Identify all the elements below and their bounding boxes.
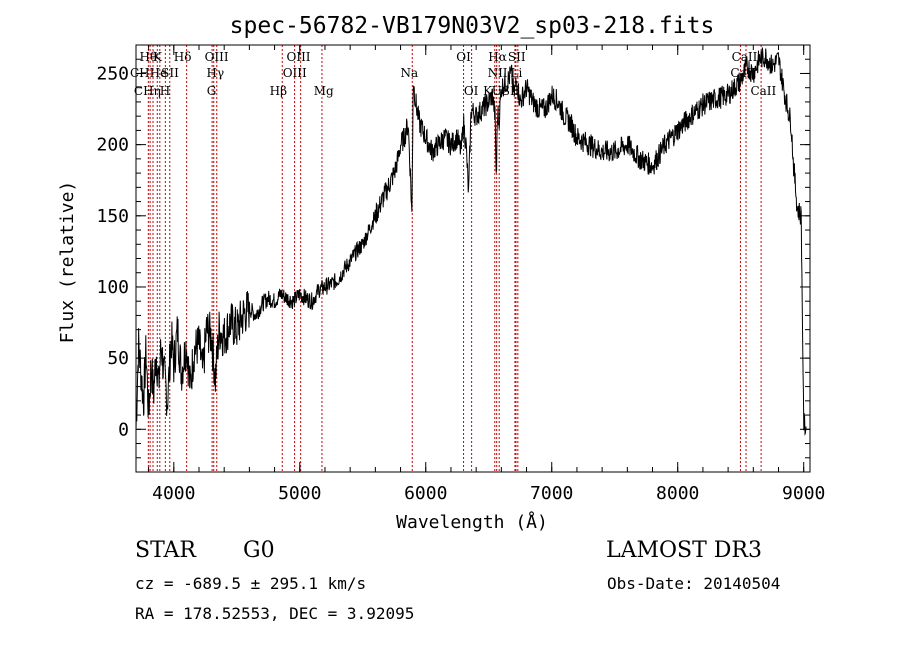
line-label: OIII	[205, 50, 229, 64]
x-tick-label: 6000	[404, 483, 447, 504]
object-class: STAR	[135, 538, 196, 563]
redshift-cz: cz = -689.5 ± 295.1 km/s	[135, 574, 367, 593]
line-label: K	[153, 50, 163, 64]
axis-ticks: 4000 5000 6000 7000 8000 9000 0 50 100 150 200 250	[96, 45, 825, 504]
y-tick-label: 100	[96, 277, 129, 298]
line-label: Hβ	[270, 84, 287, 98]
line-label: Hθ	[139, 50, 157, 64]
x-tick-label: 4000	[152, 483, 195, 504]
observation-date: Obs-Date: 20140504	[607, 574, 781, 593]
line-label: OIII	[283, 66, 307, 80]
line-label: NII	[488, 66, 508, 80]
line-label: Hα	[488, 50, 507, 64]
x-tick-label: 7000	[530, 483, 573, 504]
survey-name: LAMOST DR3	[606, 538, 762, 563]
y-tick-label: 250	[96, 63, 129, 84]
line-label: Hδ	[174, 50, 192, 64]
line-label: SII	[508, 50, 526, 64]
emission-lines-layer	[147, 45, 762, 472]
line-label: CaII	[750, 84, 776, 98]
line-label: SII	[161, 66, 179, 80]
line-label: Li	[511, 66, 523, 80]
line-label: OI	[456, 50, 471, 64]
x-tick-label: 5000	[278, 483, 321, 504]
line-label: OI	[464, 84, 479, 98]
line-label: Hγ	[207, 66, 225, 80]
line-label: H	[160, 84, 170, 98]
line-label: CHHe	[130, 66, 167, 80]
line-label: OIII	[286, 50, 310, 64]
line-label: Na	[401, 66, 419, 80]
y-tick-label: 150	[96, 206, 129, 227]
x-tick-label: 8000	[656, 483, 699, 504]
y-tick-label: 200	[96, 135, 129, 156]
spectrum-line	[135, 47, 807, 436]
y-tick-label: 0	[118, 419, 129, 440]
line-label: CaII	[732, 50, 758, 64]
ra-dec: RA = 178.52553, DEC = 3.92095	[135, 604, 415, 623]
x-tick-label: 9000	[782, 483, 825, 504]
y-tick-label: 50	[107, 348, 129, 369]
x-axis-label: Wavelength (Å)	[396, 511, 548, 533]
object-subclass: G0	[243, 538, 275, 563]
chart-title: spec-56782-VB179N03V2_sp03-218.fits	[230, 13, 715, 39]
line-label: CHη	[134, 84, 161, 98]
line-label: Mg	[314, 84, 334, 98]
line-label: G	[207, 84, 217, 98]
y-axis-label: Flux (relative)	[57, 181, 78, 344]
